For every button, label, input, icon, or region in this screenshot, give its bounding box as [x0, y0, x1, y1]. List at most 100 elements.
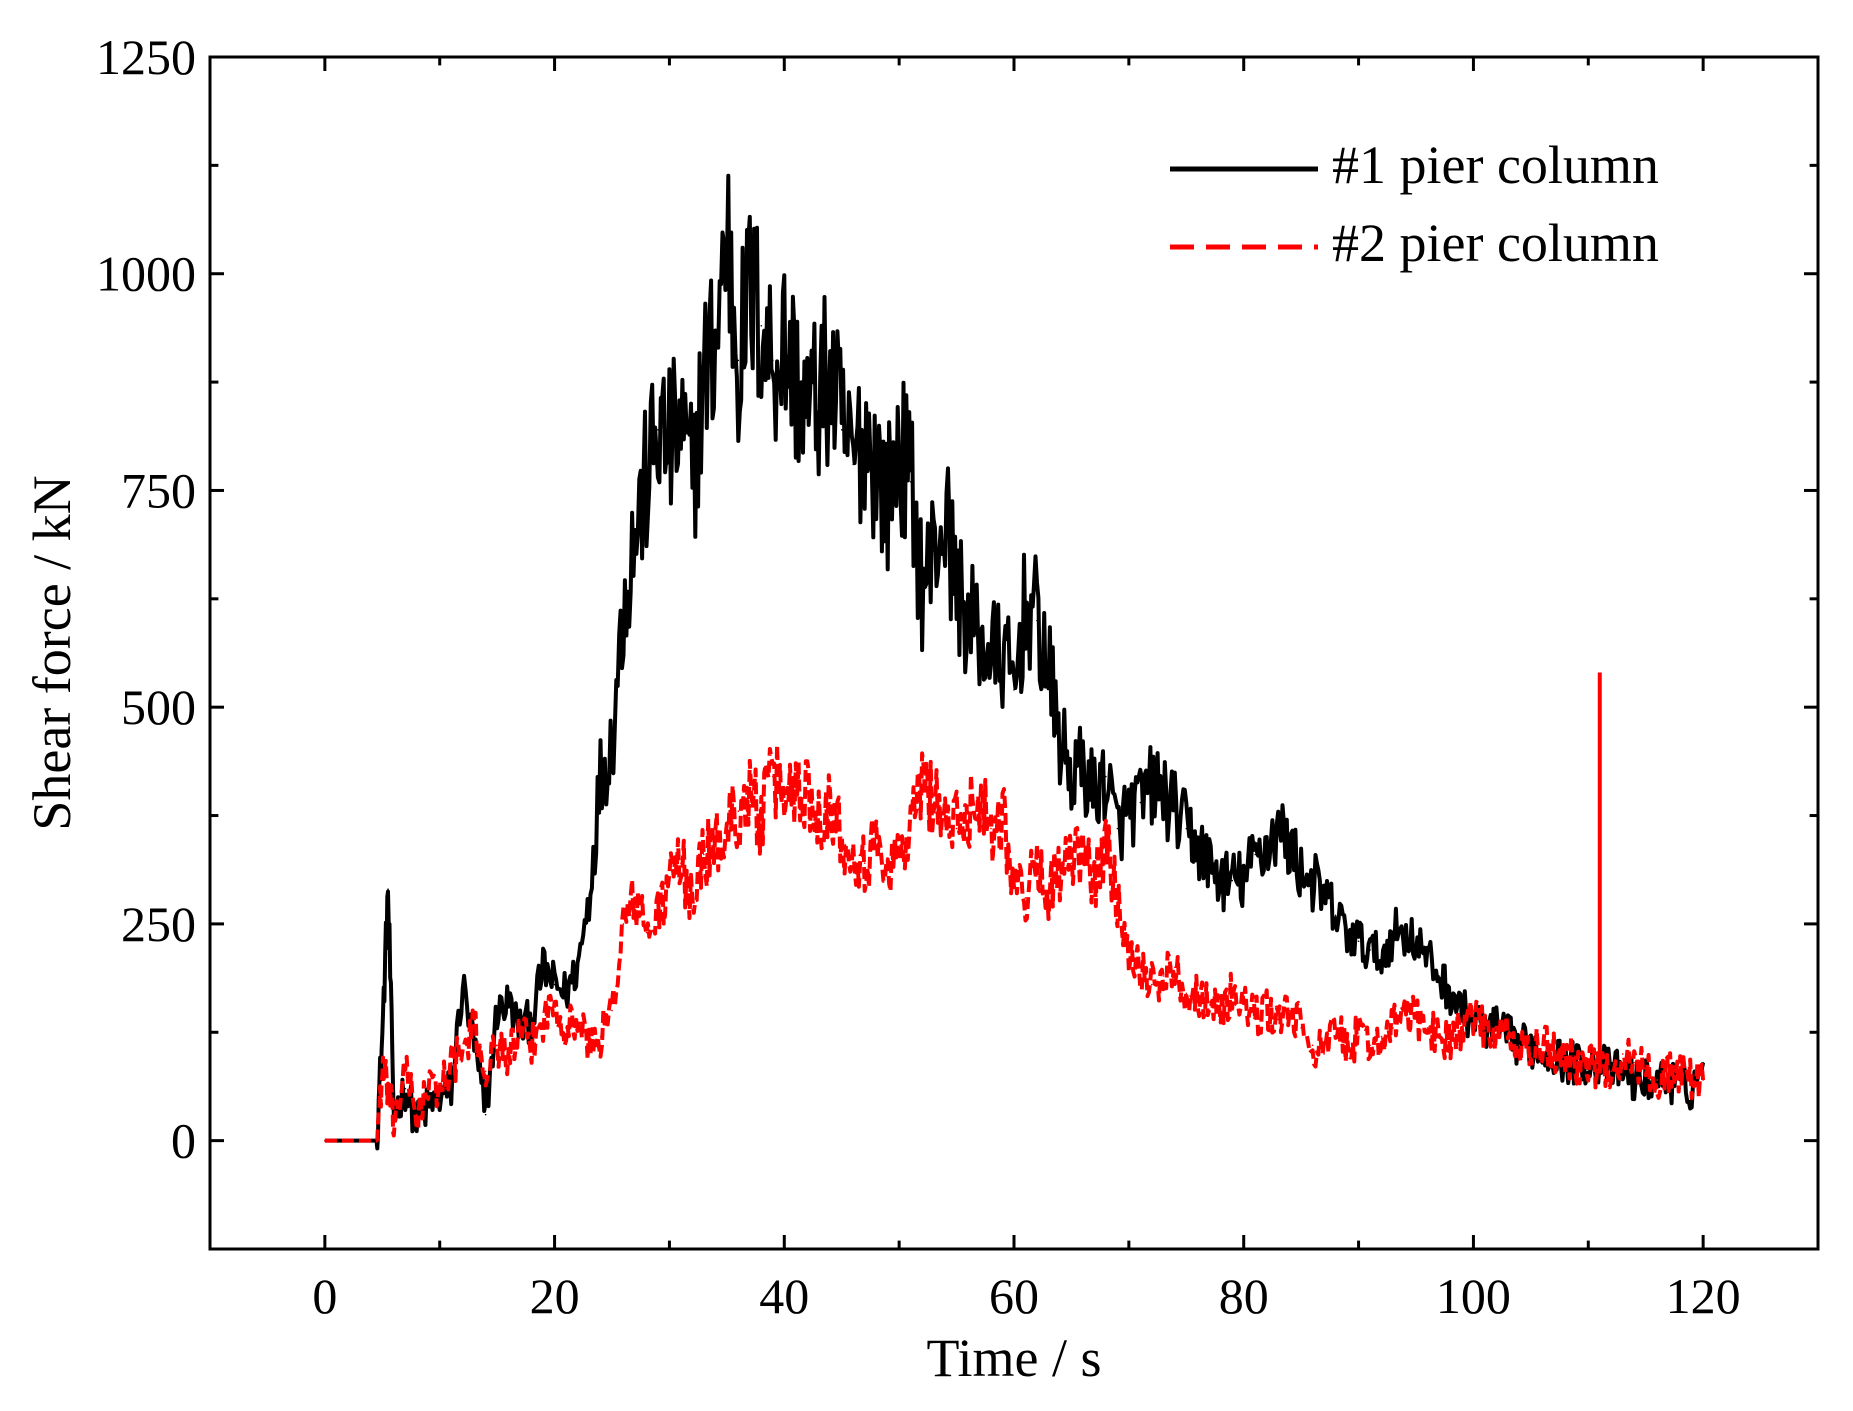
data-point — [863, 428, 866, 431]
data-point — [461, 1053, 464, 1055]
data-point — [1070, 775, 1073, 778]
legend-label: #2 pier column — [1332, 213, 1659, 273]
data-point — [599, 775, 602, 778]
data-point — [1139, 801, 1142, 804]
data-point — [576, 1018, 579, 1021]
data-point — [1357, 940, 1360, 943]
data-point — [1380, 957, 1383, 960]
data-point — [760, 819, 763, 821]
data-point — [886, 862, 889, 865]
data-point — [680, 428, 682, 431]
data-point — [1300, 1027, 1302, 1029]
data-point — [1576, 1061, 1578, 1064]
data-point — [1461, 1027, 1463, 1029]
data-point — [1277, 827, 1279, 830]
data-point — [622, 923, 625, 925]
data-point — [496, 1044, 498, 1047]
data-point — [576, 966, 579, 969]
data-point — [1219, 879, 1222, 882]
data-point — [1679, 1070, 1681, 1073]
data-point — [1151, 983, 1153, 986]
data-point — [1392, 931, 1394, 934]
data-point — [611, 741, 613, 743]
data-point — [392, 1122, 395, 1125]
y-tick-label: 1250 — [96, 29, 196, 85]
data-point — [473, 1027, 475, 1029]
y-tick-label: 500 — [121, 679, 196, 735]
data-point — [875, 463, 877, 466]
data-point — [1403, 931, 1406, 934]
data-point — [1690, 1087, 1693, 1090]
data-point — [1656, 1079, 1658, 1081]
data-point — [978, 793, 981, 795]
data-point — [1128, 810, 1130, 813]
data-point — [806, 411, 809, 414]
data-point — [1082, 767, 1084, 769]
data-point — [772, 775, 774, 778]
data-point — [484, 1113, 487, 1116]
data-point — [1001, 810, 1004, 813]
data-point — [921, 585, 923, 587]
data-point — [1392, 1027, 1394, 1029]
data-point — [473, 1044, 475, 1047]
data-point — [1231, 992, 1234, 995]
data-point — [1001, 654, 1004, 656]
data-point — [1059, 871, 1061, 873]
data-point — [507, 1001, 510, 1003]
ticks-group: 0 20 40 60 80 100 120 0 250 500 750 1000 1250 — [96, 29, 1820, 1324]
data-point — [1024, 602, 1027, 604]
data-point — [1587, 1061, 1590, 1064]
data-point — [530, 1018, 533, 1021]
data-point — [1334, 1027, 1337, 1029]
data-point — [1093, 793, 1096, 795]
data-point — [737, 359, 740, 362]
data-point — [1346, 931, 1348, 934]
data-point — [1380, 1035, 1383, 1038]
data-point — [1334, 914, 1337, 917]
data-point — [1311, 879, 1314, 882]
data-point — [1495, 1035, 1498, 1038]
data-point — [1047, 671, 1050, 674]
data-point — [450, 1061, 453, 1064]
data-point — [1415, 940, 1417, 943]
series-group — [324, 173, 1706, 1151]
data-point — [588, 1044, 590, 1047]
y-tick-label: 250 — [121, 896, 196, 952]
data-point — [1369, 1044, 1371, 1047]
data-point — [1116, 827, 1119, 830]
data-point — [863, 862, 866, 865]
data-point — [1196, 845, 1199, 847]
data-point — [840, 428, 843, 431]
data-point — [347, 1139, 349, 1142]
data-point — [1162, 975, 1165, 977]
data-point — [1082, 853, 1084, 856]
data-point — [1323, 897, 1325, 899]
data-point — [1185, 992, 1188, 995]
data-point — [542, 966, 544, 969]
data-point — [1415, 1018, 1417, 1021]
data-point — [1093, 879, 1096, 882]
data-point — [852, 463, 854, 466]
data-point — [668, 879, 671, 882]
data-point — [1174, 810, 1176, 813]
data-point — [990, 654, 992, 656]
data-point — [875, 845, 877, 847]
data-point — [1541, 1044, 1544, 1047]
data-point — [622, 602, 625, 604]
x-tick-label: 40 — [759, 1268, 809, 1324]
x-axis-label: Time / s — [926, 1328, 1101, 1388]
data-point — [427, 1087, 430, 1090]
data-point — [1265, 1009, 1268, 1012]
data-point — [1047, 888, 1050, 891]
data-point — [542, 1018, 544, 1021]
data-point — [381, 1070, 384, 1073]
data-point — [1644, 1070, 1647, 1073]
data-point — [783, 342, 786, 344]
data-point — [1105, 845, 1107, 847]
data-point — [1311, 1044, 1314, 1047]
data-point — [944, 515, 946, 518]
data-point — [387, 888, 389, 891]
data-point — [714, 342, 717, 344]
